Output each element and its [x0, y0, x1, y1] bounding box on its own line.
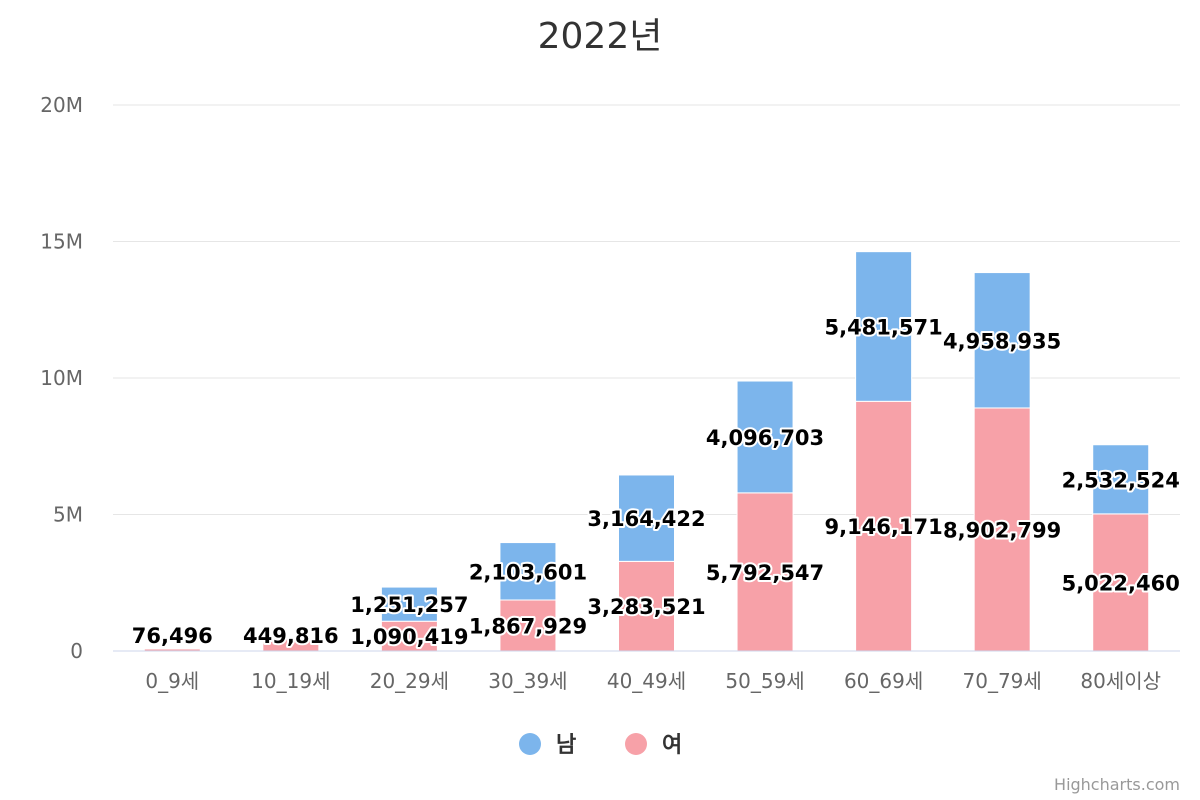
data-label-male: 2,103,601: [469, 560, 587, 584]
legend-marker: [519, 733, 541, 755]
data-label-female: 5,792,547: [706, 561, 824, 585]
data-label-female: 449,816: [243, 624, 339, 648]
legend-marker: [625, 733, 647, 755]
chart-title: 2022년: [538, 16, 663, 57]
bar-male[interactable]: [499, 542, 557, 601]
x-tick-label: 50_59세: [725, 669, 804, 693]
credit-link[interactable]: Highcharts.com: [1054, 775, 1180, 794]
x-tick-label: 40_49세: [607, 669, 686, 693]
y-axis-ticks: 0 5M 10M 15M 20M: [40, 93, 83, 663]
y-tick-label: 0: [70, 639, 83, 663]
legend-label: 여: [662, 733, 682, 758]
bars: [143, 251, 1150, 652]
data-label-male: 2,532,524: [1062, 468, 1180, 492]
y-tick-label: 10M: [40, 366, 83, 390]
data-label-female: 1,090,419: [350, 625, 468, 649]
x-tick-label: 80세이상: [1080, 669, 1161, 693]
data-label-female: 8,902,799: [943, 518, 1061, 542]
data-label-male: 5,481,571: [824, 315, 942, 339]
bar-male[interactable]: [380, 586, 438, 622]
x-tick-label: 60_69세: [844, 669, 923, 693]
bar-female[interactable]: [855, 400, 913, 652]
data-label-female: 3,283,521: [587, 595, 705, 619]
y-tick-label: 20M: [40, 93, 83, 117]
data-label-female: 1,867,929: [469, 615, 587, 639]
data-label-female: 5,022,460: [1062, 571, 1180, 595]
bar-female[interactable]: [973, 407, 1031, 652]
x-axis-ticks: 0_9세 10_19세 20_29세 30_39세 40_49세 50_59세 60_69세…: [145, 669, 1161, 693]
legend-item-female[interactable]: 여: [625, 733, 682, 758]
data-label-male: 4,096,703: [706, 426, 824, 450]
bar-male[interactable]: [1092, 444, 1150, 515]
x-tick-label: 20_29세: [370, 669, 449, 693]
x-tick-label: 30_39세: [488, 669, 567, 693]
data-label-male: 1,251,257: [350, 593, 468, 617]
x-tick-label: 10_19세: [251, 669, 330, 693]
data-label-male: 3,164,422: [587, 507, 705, 531]
x-tick-label: 0_9세: [145, 669, 199, 693]
x-tick-label: 70_79세: [963, 669, 1042, 693]
y-tick-label: 15M: [40, 230, 83, 254]
bar-male[interactable]: [618, 474, 675, 562]
bar-male[interactable]: [973, 272, 1031, 409]
y-tick-label: 5M: [53, 503, 83, 527]
data-labels: 76,496 449,816 1,090,419 1,251,2571,867,929…: [130, 313, 1182, 651]
bar-male[interactable]: [855, 251, 913, 402]
data-label-female: 9,146,171: [824, 515, 942, 539]
bar-female[interactable]: [1092, 513, 1150, 652]
legend-label: 남: [556, 733, 576, 758]
bar-male[interactable]: [736, 380, 794, 494]
legend-item-male[interactable]: 남: [519, 733, 576, 758]
data-label-female: 76,496: [132, 624, 213, 648]
data-label-male: 4,958,935: [943, 329, 1061, 353]
